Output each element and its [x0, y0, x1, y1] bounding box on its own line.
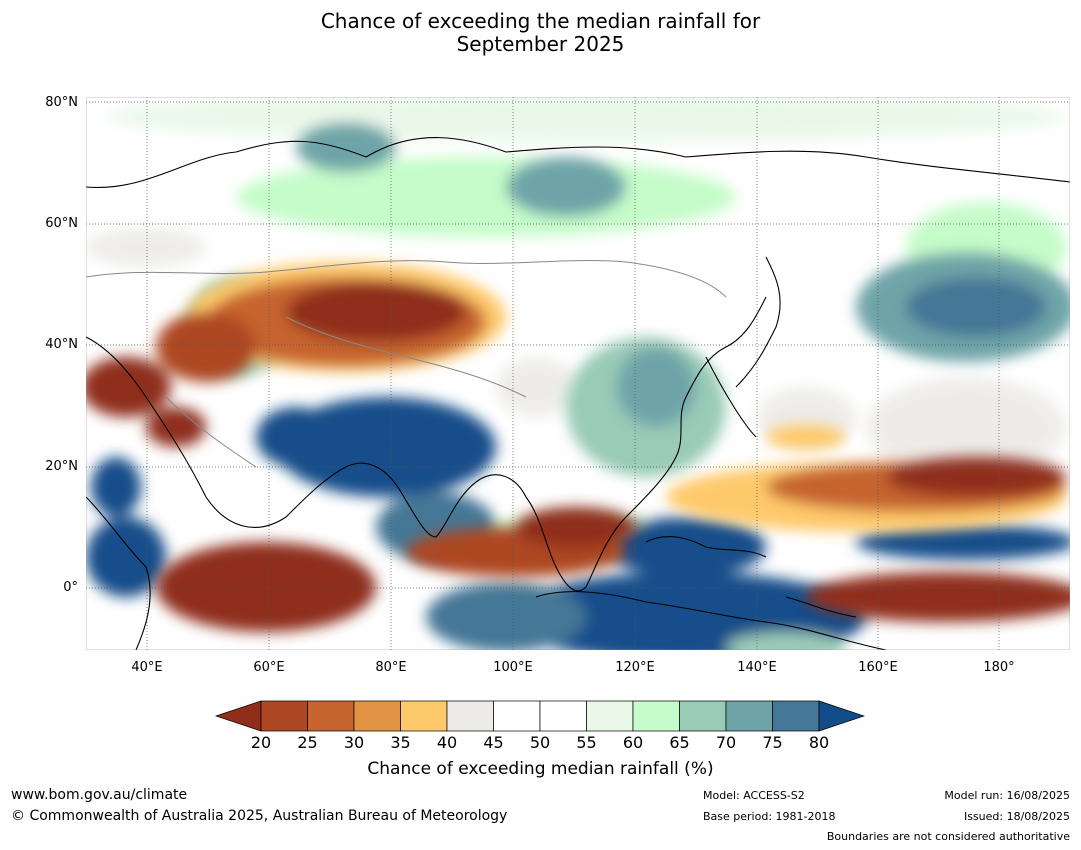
neutral-shading — [86, 227, 1066, 477]
map-title: Chance of exceeding the median rainfall … — [0, 10, 1081, 56]
colorbar-title: Chance of exceeding median rainfall (%) — [367, 759, 714, 779]
lon-label-160e: 160°E — [858, 660, 898, 675]
colorbar-tick-label: 75 — [762, 733, 783, 752]
colorbar-tick-label: 45 — [483, 733, 504, 752]
above-median-shading — [86, 97, 1070, 650]
colorbar-extend-low — [215, 700, 262, 732]
colorbar-extend-high — [818, 700, 865, 732]
colorbar-bin-50 — [539, 700, 587, 732]
graticule — [86, 97, 1070, 650]
lat-label-20n: 20°N — [45, 459, 78, 474]
colorbar-bin-55 — [586, 700, 634, 732]
colorbar-tick-label: 80 — [808, 733, 830, 752]
lon-label-100e: 100°E — [493, 660, 533, 675]
title-line-2: September 2025 — [456, 32, 625, 56]
colorbar-tick-label: 30 — [343, 733, 365, 752]
colorbar-tick-label: 55 — [576, 733, 597, 752]
colorbar-tick-label: 65 — [669, 733, 690, 752]
footer-disclaimer: Boundaries are not considered authoritat… — [826, 830, 1070, 843]
footer-copyright: © Commonwealth of Australia 2025, Austra… — [11, 808, 508, 824]
colorbar-tick-label: 35 — [390, 733, 411, 752]
title-line-1: Chance of exceeding the median rainfall … — [320, 9, 761, 33]
colorbar-bin-70 — [725, 700, 773, 732]
colorbar-tick-label: 60 — [622, 733, 644, 752]
lon-label-60e: 60°E — [253, 660, 285, 675]
colorbar-bin-75 — [772, 700, 820, 732]
footer-website: www.bom.gov.au/climate — [11, 787, 188, 803]
colorbar-bin-45 — [493, 700, 541, 732]
lon-label-120e: 120°E — [615, 660, 655, 675]
lon-label-80e: 80°E — [375, 660, 407, 675]
lat-label-80n: 80°N — [45, 95, 78, 110]
lon-label-40e: 40°E — [131, 660, 163, 675]
footer-base-period: Base period: 1981-2018 — [703, 810, 836, 823]
colorbar-bin-20 — [260, 700, 308, 732]
colorbar-bin-35 — [400, 700, 448, 732]
lat-label-0: 0° — [63, 580, 78, 595]
colorbar-bin-65 — [679, 700, 727, 732]
rainfall-probability-map — [86, 97, 1070, 650]
colorbar-bin-40 — [446, 700, 494, 732]
colorbar-bin-30 — [353, 700, 401, 732]
colorbar-tick-label: 70 — [715, 733, 737, 752]
coastlines — [86, 137, 1070, 650]
colorbar-tick-label: 40 — [436, 733, 458, 752]
colorbar-tick-label: 50 — [529, 733, 551, 752]
country-boundaries — [86, 260, 727, 468]
footer-model-run: Model run: 16/08/2025 — [944, 789, 1070, 802]
lon-label-180: 180° — [983, 660, 1015, 675]
colorbar-bin-25 — [307, 700, 355, 732]
colorbar — [215, 700, 865, 732]
colorbar-bin-60 — [632, 700, 680, 732]
colorbar-tick-label: 25 — [297, 733, 318, 752]
below-median-shading — [86, 262, 1070, 632]
lat-label-40n: 40°N — [45, 337, 78, 352]
footer-model: Model: ACCESS-S2 — [703, 789, 805, 802]
footer-issued: Issued: 18/08/2025 — [963, 810, 1070, 823]
lon-label-140e: 140°E — [737, 660, 777, 675]
lat-label-60n: 60°N — [45, 216, 78, 231]
colorbar-tick-label: 20 — [250, 733, 272, 752]
